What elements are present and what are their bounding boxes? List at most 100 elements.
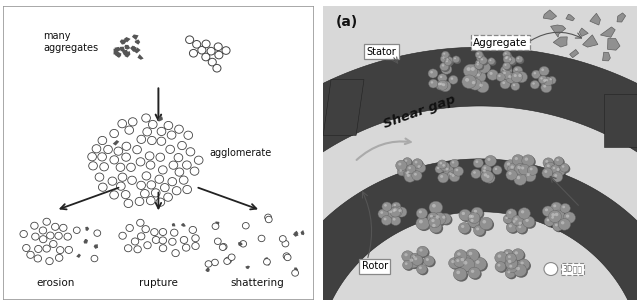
Circle shape — [542, 168, 553, 178]
Circle shape — [175, 125, 183, 133]
Circle shape — [31, 233, 39, 240]
Circle shape — [413, 172, 423, 182]
Circle shape — [148, 120, 157, 129]
Circle shape — [504, 63, 512, 71]
Polygon shape — [120, 39, 127, 45]
Circle shape — [516, 57, 524, 64]
Circle shape — [416, 208, 428, 218]
Circle shape — [540, 76, 548, 85]
Circle shape — [444, 66, 447, 69]
Circle shape — [471, 270, 474, 273]
Circle shape — [556, 159, 559, 161]
Circle shape — [412, 255, 423, 266]
Circle shape — [542, 78, 553, 88]
Circle shape — [408, 166, 411, 169]
Circle shape — [417, 209, 429, 220]
Circle shape — [550, 215, 561, 225]
Circle shape — [399, 209, 401, 212]
Circle shape — [20, 230, 28, 237]
Circle shape — [118, 120, 127, 128]
Circle shape — [220, 244, 227, 250]
Polygon shape — [301, 230, 305, 235]
Circle shape — [159, 237, 166, 244]
Polygon shape — [553, 37, 567, 47]
Polygon shape — [604, 94, 637, 147]
Circle shape — [472, 81, 476, 84]
Circle shape — [430, 218, 442, 229]
Circle shape — [463, 76, 477, 90]
Circle shape — [508, 163, 520, 174]
Polygon shape — [113, 140, 119, 146]
Circle shape — [483, 170, 486, 172]
Circle shape — [389, 211, 392, 213]
Circle shape — [513, 84, 515, 86]
Circle shape — [444, 53, 445, 55]
Circle shape — [467, 250, 480, 263]
Circle shape — [407, 174, 410, 177]
Circle shape — [518, 259, 530, 270]
Circle shape — [159, 245, 167, 252]
Circle shape — [442, 64, 444, 67]
Polygon shape — [120, 47, 125, 51]
Circle shape — [506, 259, 519, 270]
Circle shape — [517, 73, 529, 84]
Circle shape — [243, 222, 249, 229]
Circle shape — [444, 57, 453, 65]
Circle shape — [475, 226, 486, 237]
Circle shape — [404, 253, 408, 256]
Circle shape — [503, 249, 513, 259]
Circle shape — [500, 65, 512, 76]
Circle shape — [456, 259, 460, 262]
Circle shape — [507, 162, 510, 166]
Circle shape — [509, 164, 521, 176]
Circle shape — [161, 184, 169, 192]
Circle shape — [443, 52, 451, 59]
Circle shape — [215, 51, 223, 59]
Circle shape — [424, 257, 436, 267]
Circle shape — [545, 162, 556, 172]
Circle shape — [554, 174, 557, 177]
Circle shape — [564, 213, 577, 225]
Circle shape — [182, 244, 190, 251]
Circle shape — [94, 230, 100, 236]
Circle shape — [178, 141, 186, 150]
Circle shape — [406, 165, 416, 174]
Circle shape — [483, 166, 493, 175]
Circle shape — [431, 219, 435, 222]
Circle shape — [156, 153, 164, 161]
Circle shape — [60, 224, 67, 231]
Circle shape — [164, 121, 173, 130]
Circle shape — [563, 206, 565, 208]
Circle shape — [468, 215, 472, 218]
Circle shape — [122, 153, 131, 161]
Circle shape — [148, 136, 156, 145]
Circle shape — [454, 168, 465, 177]
Circle shape — [43, 218, 51, 225]
Circle shape — [479, 56, 481, 58]
Circle shape — [172, 250, 179, 257]
Circle shape — [560, 163, 569, 172]
Circle shape — [519, 260, 531, 271]
Text: Aggregate: Aggregate — [473, 38, 527, 48]
Circle shape — [446, 60, 448, 62]
Circle shape — [439, 174, 450, 184]
Polygon shape — [566, 14, 575, 21]
Circle shape — [430, 80, 439, 89]
Circle shape — [507, 263, 518, 273]
Circle shape — [157, 137, 166, 145]
Circle shape — [383, 217, 393, 226]
Circle shape — [440, 162, 442, 164]
Circle shape — [415, 163, 426, 173]
Circle shape — [476, 160, 478, 163]
FancyBboxPatch shape — [3, 6, 314, 300]
Circle shape — [114, 147, 123, 155]
Circle shape — [512, 155, 524, 166]
Circle shape — [459, 256, 473, 269]
Circle shape — [95, 173, 104, 181]
Circle shape — [485, 174, 497, 185]
Circle shape — [538, 76, 547, 84]
Text: Shear gap: Shear gap — [381, 93, 457, 131]
Circle shape — [508, 57, 515, 64]
Circle shape — [481, 167, 491, 177]
Circle shape — [521, 210, 524, 213]
